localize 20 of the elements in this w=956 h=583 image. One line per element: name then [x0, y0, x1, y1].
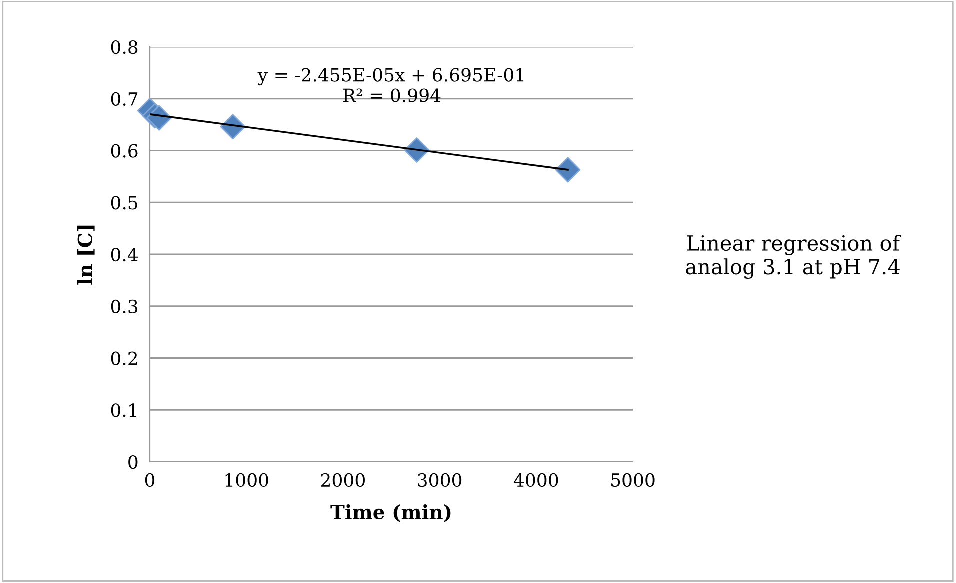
y-tick-label: 0.5	[111, 196, 138, 210]
x-axis-title: Time (min)	[330, 504, 451, 522]
x-tick-label: 3000	[418, 473, 462, 488]
y-tick-label: 0	[128, 455, 138, 470]
y-tick-label: 0.2	[111, 352, 138, 366]
y-tick-label: 0.1	[111, 404, 136, 418]
y-axis-title: ln [C]	[77, 226, 95, 285]
x-tick-label: 5000	[612, 473, 655, 488]
point	[555, 157, 581, 183]
x-tick-label: 4000	[514, 473, 558, 488]
y-tick-label: 0.8	[111, 40, 138, 54]
y-tick-label: 0.3	[111, 300, 138, 314]
y-tick-label: 0.4	[111, 248, 138, 262]
y-tick-label: 0.7	[111, 92, 138, 106]
annotation: y = -2.455E-05x + 6.695E-01 R² = 0.994	[258, 68, 524, 102]
x-tick-label: 0	[145, 473, 155, 488]
x-tick-label: 1000	[226, 473, 268, 488]
y-tick-label: 0.6	[111, 144, 138, 158]
text: Linear regression of analog 3.1 at pH 7.4	[686, 234, 902, 280]
x-tick-label: 2000	[321, 473, 365, 488]
